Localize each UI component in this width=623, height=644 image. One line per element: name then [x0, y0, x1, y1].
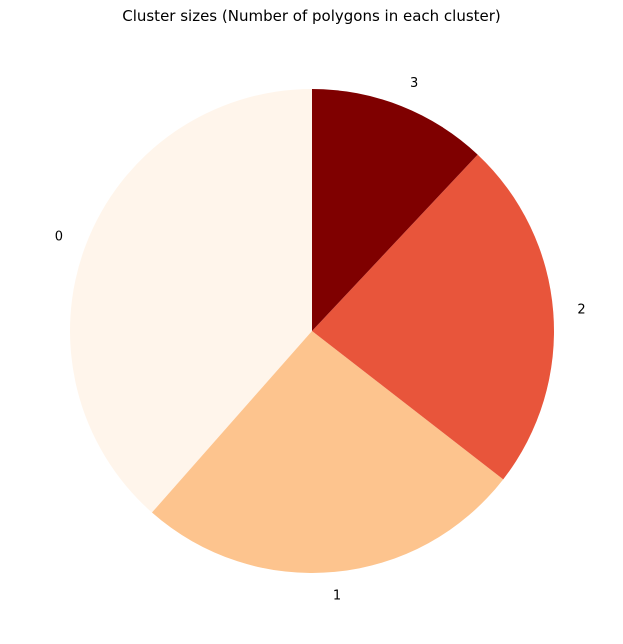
- pie-slice-2: [312, 154, 554, 480]
- pie-label-0: 0: [55, 229, 63, 244]
- pie-label-2: 2: [577, 303, 585, 318]
- pie-label-1: 1: [333, 589, 341, 604]
- pie-slice-1: [151, 331, 504, 574]
- pie-slices: [69, 89, 554, 574]
- pie-labels: 0 1 2 3: [55, 76, 586, 604]
- chart-title: Cluster sizes (Number of polygons in eac…: [122, 7, 501, 25]
- pie-label-3: 3: [410, 76, 418, 91]
- pie-slice-3: [312, 89, 478, 331]
- pie-slice-0: [69, 89, 312, 513]
